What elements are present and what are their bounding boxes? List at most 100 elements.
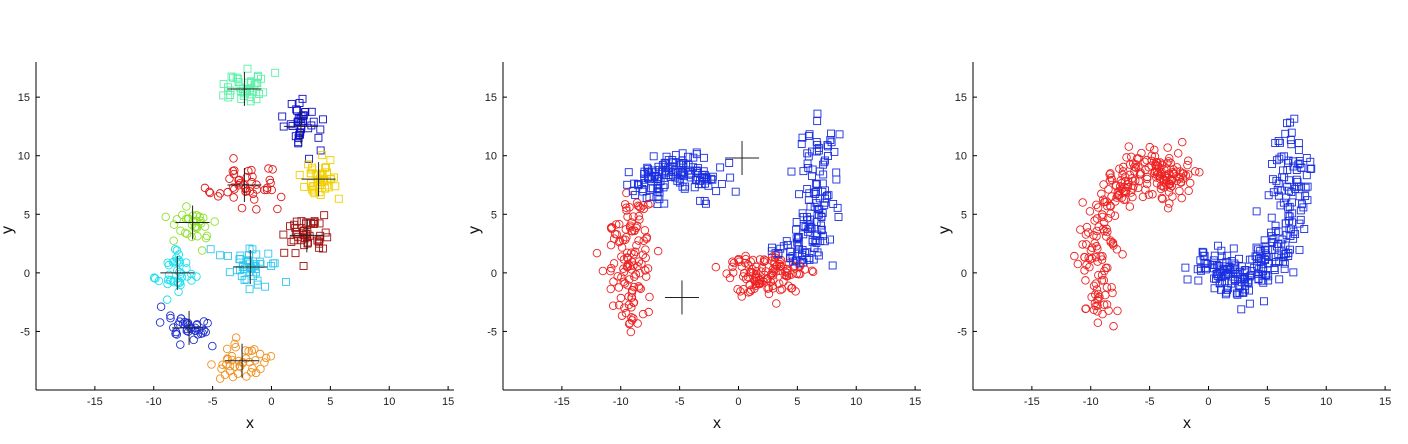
data-point-square <box>640 179 649 187</box>
data-point-square <box>1292 166 1301 174</box>
data-point-circle <box>606 266 615 276</box>
data-point-circle <box>638 250 648 260</box>
data-point-square <box>314 133 323 142</box>
data-point-circle <box>231 333 241 342</box>
data-point-square <box>1280 259 1289 268</box>
data-point-circle <box>1173 149 1183 158</box>
data-point-circle <box>156 302 166 312</box>
data-point-circle <box>1167 174 1176 184</box>
data-point-square <box>316 125 325 134</box>
data-point-circle <box>790 261 799 271</box>
data-point-circle <box>155 318 165 327</box>
data-point-circle <box>210 217 219 226</box>
data-point-circle <box>1096 252 1105 261</box>
y-tick-label: 5 <box>491 209 497 221</box>
data-point-circle <box>756 267 766 276</box>
data-point-circle <box>163 279 172 289</box>
data-point-circle <box>1142 174 1152 184</box>
data-point-circle <box>190 223 200 232</box>
data-point-circle <box>1184 186 1193 196</box>
data-point-circle <box>621 225 631 234</box>
data-point-circle <box>1178 137 1187 147</box>
data-point-square <box>1294 146 1303 155</box>
data-point-square <box>1253 269 1262 278</box>
data-point-circle <box>248 172 257 182</box>
data-point-square <box>666 172 675 181</box>
data-point-circle <box>1125 202 1135 211</box>
data-point-circle <box>725 273 735 283</box>
data-point-circle <box>629 212 638 221</box>
data-point-square <box>301 108 310 116</box>
data-point-square <box>623 180 632 189</box>
data-point-circle <box>222 344 232 354</box>
data-point-square <box>1181 263 1190 272</box>
data-point-circle <box>172 215 182 224</box>
data-point-circle <box>176 314 186 323</box>
data-point-square <box>832 168 841 177</box>
data-point-square <box>1252 243 1261 252</box>
data-point-circle <box>225 174 234 184</box>
data-point-square <box>806 223 815 232</box>
data-point-square <box>1302 171 1311 180</box>
data-point-circle <box>1116 176 1126 185</box>
data-point-square <box>795 190 804 199</box>
data-point-square <box>1222 288 1231 297</box>
data-point-circle <box>641 266 650 275</box>
data-point-circle <box>756 275 765 285</box>
data-point-square <box>270 259 279 268</box>
data-point-square <box>814 143 823 152</box>
data-point-square <box>1291 230 1300 239</box>
data-point-circle <box>1142 155 1151 165</box>
data-point-circle <box>200 183 210 193</box>
data-point-square <box>1270 266 1279 275</box>
data-point-circle <box>1100 197 1110 207</box>
data-point-square <box>1296 206 1305 215</box>
data-point-square <box>803 149 812 158</box>
data-point-square <box>323 233 332 242</box>
data-point-circle <box>745 287 755 296</box>
data-point-square <box>229 73 237 82</box>
x-tick-label: 15 <box>1379 396 1391 408</box>
data-point-circle <box>627 227 637 236</box>
y-tick-label: 0 <box>24 268 30 280</box>
data-point-circle <box>634 211 644 221</box>
scatter-points <box>592 109 844 337</box>
data-point-square <box>243 256 252 265</box>
data-point-circle <box>228 372 238 382</box>
data-point-square <box>787 167 796 176</box>
data-point-square <box>708 175 717 184</box>
data-point-circle <box>1078 198 1087 207</box>
data-point-circle <box>170 245 180 254</box>
data-point-square <box>824 152 832 160</box>
data-point-square <box>679 170 688 179</box>
data-point-square <box>808 172 817 181</box>
data-point-square <box>1267 232 1276 241</box>
x-tick-label: 5 <box>1264 396 1270 408</box>
data-point-square <box>792 256 801 265</box>
data-point-circle <box>225 361 235 371</box>
data-point-circle <box>264 164 273 173</box>
data-point-circle <box>1111 181 1121 191</box>
data-point-circle <box>624 319 634 329</box>
data-point-square <box>298 94 307 103</box>
data-point-circle <box>1092 231 1101 241</box>
data-point-square <box>1287 188 1296 197</box>
data-point-circle <box>1104 185 1113 194</box>
x-tick-label: -10 <box>146 396 162 408</box>
data-point-circle <box>1128 192 1137 202</box>
y-tick-label: 0 <box>491 268 497 280</box>
data-point-square <box>725 158 734 167</box>
data-point-circle <box>1081 304 1090 314</box>
x-tick-label: 0 <box>268 396 274 408</box>
data-point-circle <box>628 286 637 295</box>
data-point-square <box>792 225 801 234</box>
data-point-circle <box>1106 173 1116 183</box>
data-point-square <box>1285 212 1294 221</box>
y-tick-label: 15 <box>18 92 30 104</box>
data-point-square <box>247 78 256 87</box>
data-point-circle <box>1091 252 1101 262</box>
y-axis-label: y <box>936 226 953 234</box>
data-point-circle <box>1092 242 1101 251</box>
data-point-circle <box>1106 209 1115 218</box>
data-point-square <box>1210 284 1219 293</box>
